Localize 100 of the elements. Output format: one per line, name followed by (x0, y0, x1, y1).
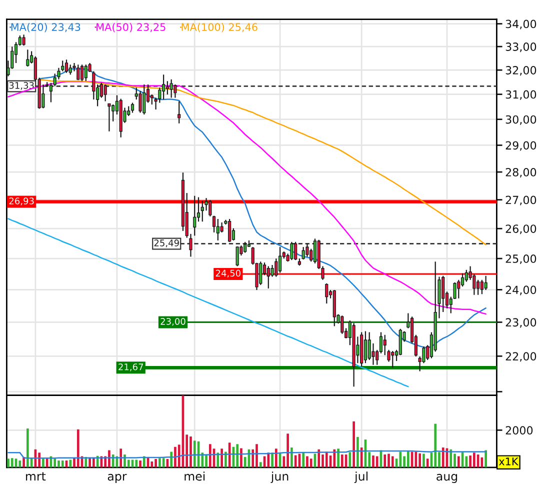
candlestick (480, 279, 484, 295)
y-tick-label: 27,00 (506, 196, 536, 206)
bar (337, 448, 340, 468)
candlestick (368, 332, 371, 361)
candlestick (457, 279, 460, 299)
bar (142, 456, 146, 468)
x-tick-label: jun (270, 472, 288, 483)
bar (352, 421, 355, 468)
bar (170, 452, 172, 468)
ref-line-label: 31,33 (9, 82, 34, 90)
bar (92, 457, 95, 468)
ref-line-label: 21,67 (118, 363, 144, 372)
y-tick-label: 23,00 (506, 318, 536, 328)
candlestick (476, 279, 480, 296)
x-tick-label: aug (436, 474, 458, 483)
candlestick (100, 82, 103, 98)
y-tick-label: 22,00 (506, 352, 536, 362)
candlestick (294, 241, 298, 261)
bar (388, 454, 390, 468)
bar (84, 456, 88, 468)
y-tick-label: 34,00 (506, 20, 536, 30)
line-series (8, 218, 409, 388)
bar (154, 459, 157, 468)
bar (236, 444, 238, 468)
candlestick (216, 218, 220, 241)
candlestick (26, 49, 30, 68)
bar (174, 446, 176, 468)
bar (220, 448, 223, 468)
candlestick (266, 266, 270, 289)
bar (61, 460, 64, 468)
candlestick (220, 222, 224, 233)
bar (407, 451, 410, 468)
bar (10, 458, 14, 468)
bar (376, 456, 378, 468)
bar (259, 462, 262, 468)
bar (450, 449, 452, 468)
bar (310, 458, 312, 468)
candlestick (259, 261, 262, 286)
bar (434, 424, 437, 468)
candlestick (193, 195, 196, 236)
x-tick-label: mei (184, 472, 205, 481)
candlestick (270, 264, 274, 278)
candlestick (76, 64, 80, 81)
bar (120, 448, 122, 468)
candlestick (313, 238, 317, 264)
bar (426, 458, 429, 468)
bar (150, 461, 154, 468)
candlestick (22, 34, 26, 46)
candlestick (130, 102, 134, 114)
candlestick (104, 84, 107, 102)
bar (158, 458, 161, 468)
candlestick (290, 241, 294, 261)
candlestick (208, 200, 212, 217)
candlestick (80, 64, 84, 82)
bar (325, 452, 328, 468)
bar (356, 437, 359, 468)
bar (135, 460, 138, 468)
y-tick-label: 24,00 (506, 286, 536, 296)
candlestick (162, 74, 166, 100)
x-tick-label: apr (108, 474, 127, 483)
candlestick (142, 84, 146, 116)
candlestick (340, 315, 344, 334)
bar (193, 440, 196, 468)
bar (224, 452, 227, 468)
candlestick (228, 218, 232, 242)
bar (465, 456, 468, 468)
y-tick-label: 2000 (506, 426, 533, 435)
candlestick (68, 64, 72, 76)
candlestick (166, 80, 169, 96)
bar (26, 428, 29, 468)
candlestick (325, 282, 328, 304)
candlestick (200, 200, 204, 222)
legend-label: MA(20) 23,43 (11, 22, 80, 32)
candlestick (178, 100, 181, 124)
bar (69, 460, 72, 468)
bar (306, 456, 308, 468)
bar (256, 444, 258, 468)
candlestick (84, 64, 88, 82)
y-tick-label: 29,00 (506, 141, 536, 151)
legend-label: MA(50) 23,25 (96, 22, 166, 32)
candlestick (64, 59, 68, 74)
x-tick-label: jul (354, 472, 368, 483)
candlestick (138, 90, 142, 114)
bar (7, 458, 10, 468)
bar (205, 454, 208, 468)
candlestick (174, 84, 177, 98)
bar (469, 455, 472, 468)
bar (18, 460, 22, 468)
candlestick (464, 269, 468, 282)
bar (54, 458, 56, 468)
ref-line-label: 23,00 (160, 318, 186, 326)
bar (302, 452, 305, 468)
bar (372, 455, 374, 468)
bar (274, 448, 278, 468)
bar (484, 450, 487, 468)
candlestick (460, 272, 464, 288)
bar (442, 447, 444, 468)
y-tick-label: 33,00 (506, 42, 536, 52)
bar (58, 460, 60, 468)
candlestick (278, 246, 282, 274)
